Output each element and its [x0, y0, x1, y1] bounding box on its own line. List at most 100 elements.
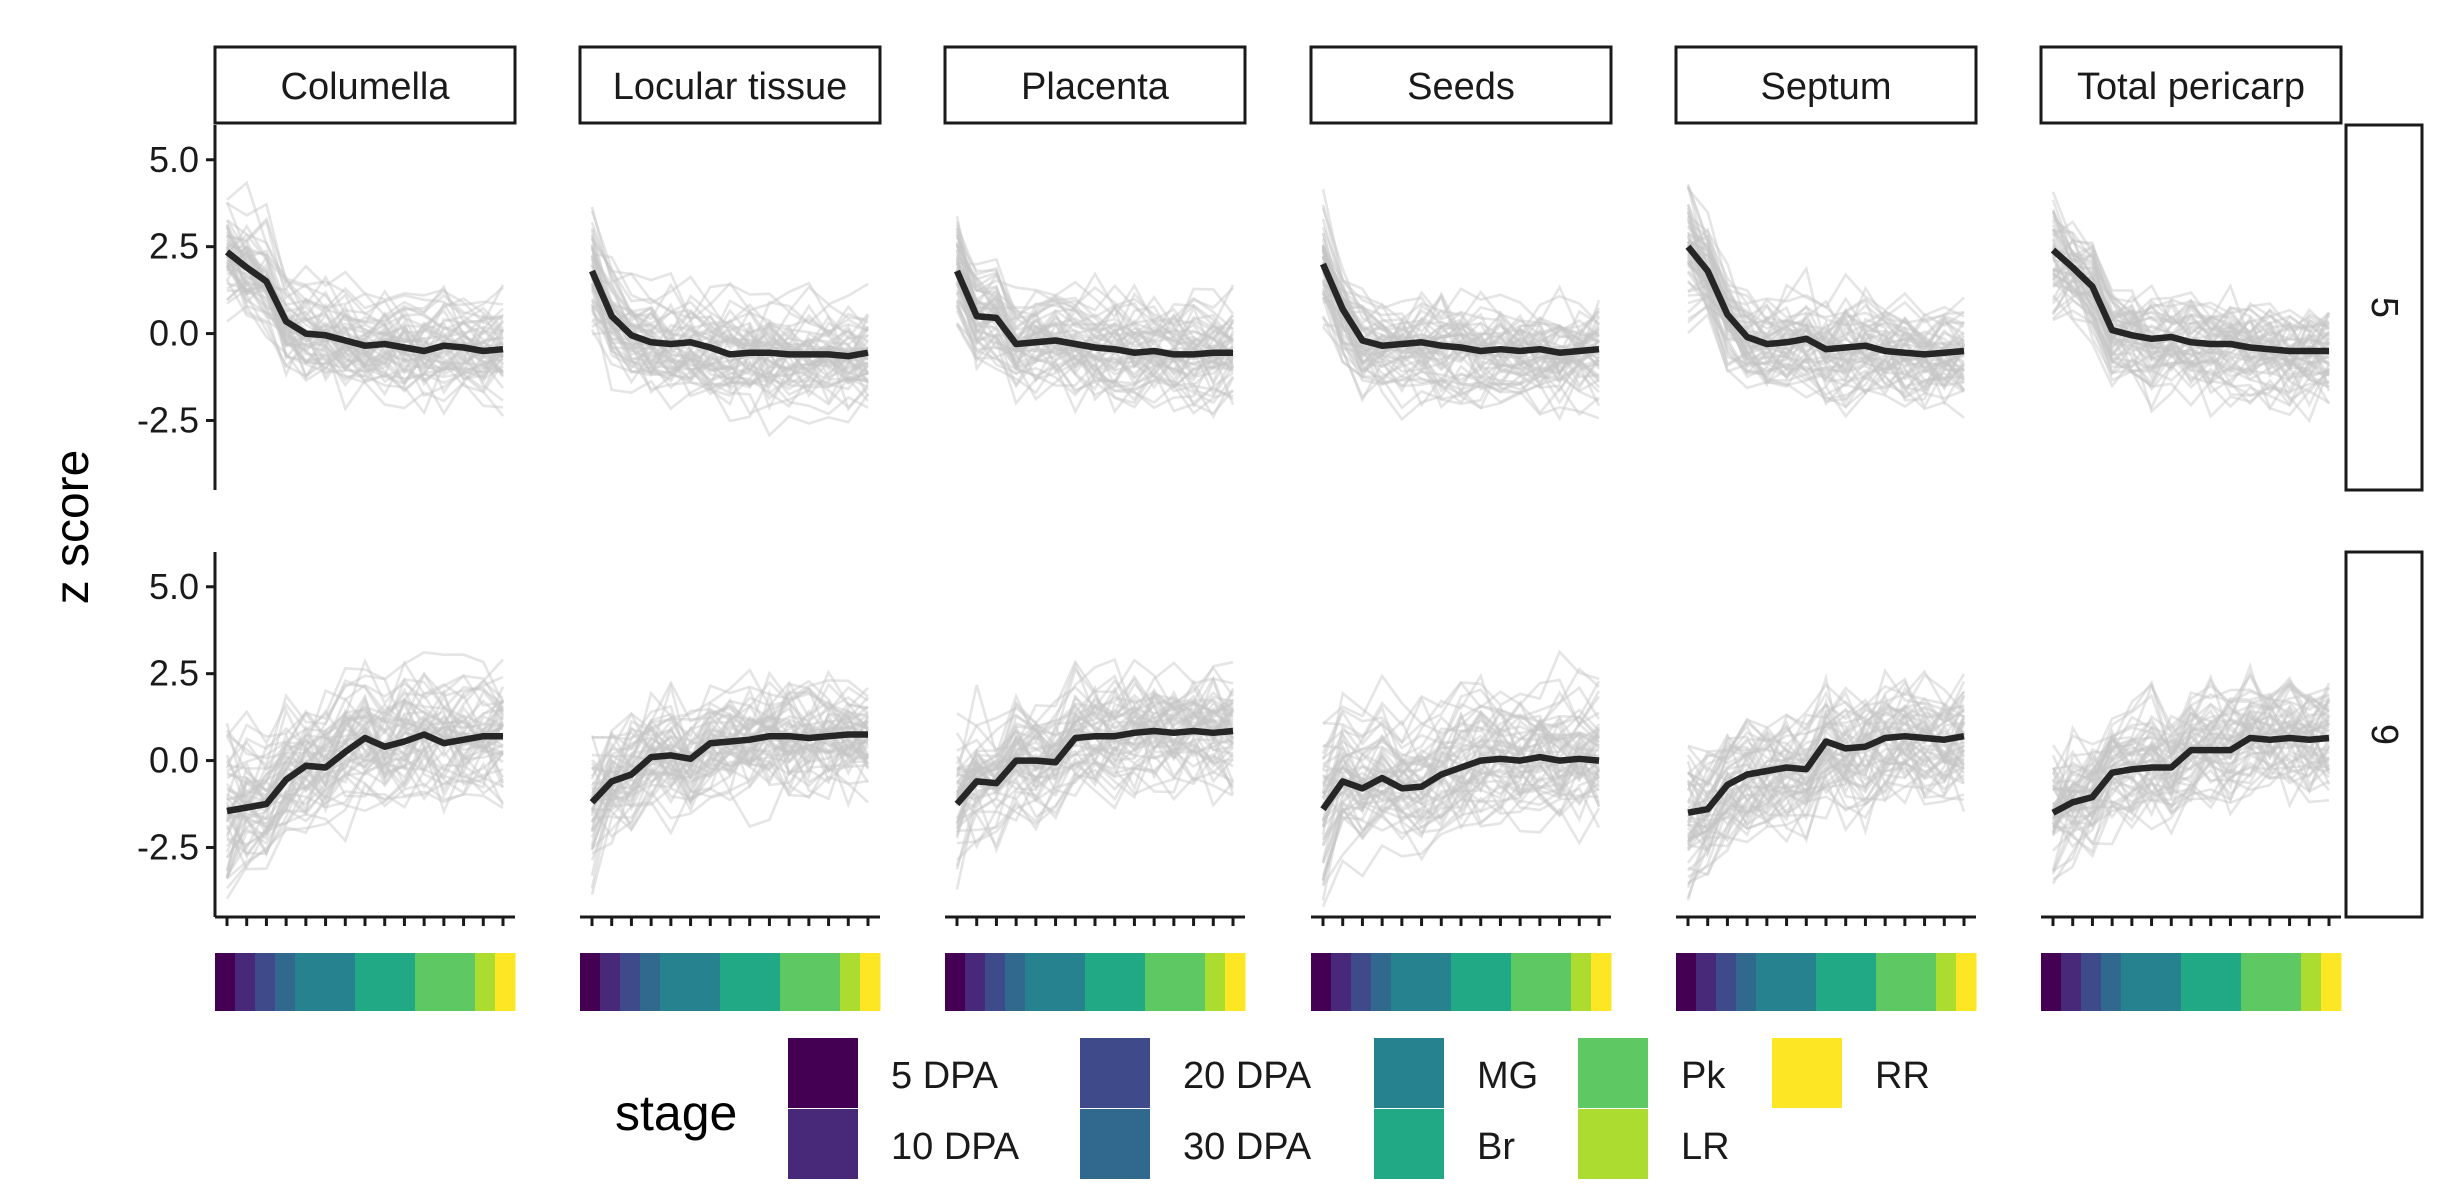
gene-trace [2052, 710, 2331, 830]
gene-trace [955, 215, 1234, 349]
gene-trace [591, 311, 870, 366]
gene-trace [955, 702, 1234, 797]
stage-bar-segment [1511, 953, 1572, 1011]
gene-trace [2052, 673, 2330, 806]
gene-trace [955, 262, 1234, 370]
gene-trace [226, 259, 504, 382]
gene-trace [1687, 281, 1965, 372]
gene-trace [225, 724, 505, 857]
stage-bar-segment [2321, 953, 2342, 1011]
gene-trace [591, 737, 869, 832]
gene-trace [591, 681, 869, 771]
gene-trace [1687, 726, 1965, 852]
gene-trace [590, 759, 869, 861]
gene-trace [226, 685, 504, 772]
mean-line-columella-cluster-5 [224, 249, 504, 355]
gene-trace [226, 675, 504, 801]
gene-trace [1321, 749, 1600, 846]
gene-trace [1686, 252, 1966, 400]
gene-trace [955, 725, 1235, 867]
gene-trace [955, 244, 1235, 337]
gene-trace [1321, 744, 1600, 823]
gene-trace [1686, 256, 1965, 407]
gene-trace [1686, 210, 1965, 375]
gene-trace [591, 285, 870, 385]
stage-bar-segment [215, 953, 236, 1011]
gene-trace [1321, 255, 1600, 353]
gene-trace [1321, 290, 1600, 389]
gene-trace [591, 704, 870, 823]
gene-trace [226, 699, 504, 808]
gene-trace [590, 275, 869, 409]
gene-trace [1321, 287, 1600, 391]
gene-trace [591, 722, 869, 786]
gene-trace [1687, 721, 1966, 884]
gene-trace [956, 702, 1235, 782]
stage-bar-segment [475, 953, 496, 1011]
gene-trace [1687, 239, 1966, 357]
gene-trace [1322, 711, 1601, 790]
gene-trace [1686, 207, 1965, 377]
legend-swatch [1578, 1038, 1648, 1108]
gene-trace [591, 708, 869, 800]
stage-bar-segment [2041, 953, 2062, 1011]
stage-bar-segment [1025, 953, 1086, 1011]
gene-trace [2051, 227, 2330, 355]
gene-trace [226, 256, 505, 385]
gene-trace [226, 718, 504, 809]
gene-trace [226, 695, 504, 772]
gene-trace [955, 658, 1234, 778]
gene-trace [590, 728, 869, 802]
gene-trace [226, 233, 504, 344]
gene-trace [590, 262, 868, 355]
gene-trace [226, 672, 505, 760]
gene-trace [2052, 709, 2330, 822]
gene-trace [955, 301, 1234, 394]
gene-trace [2052, 272, 2330, 417]
gene-trace [1687, 682, 1965, 785]
gene-trace [225, 265, 504, 375]
gene-trace [2052, 699, 2330, 811]
gene-trace [2052, 283, 2330, 394]
gene-trace [1686, 738, 1965, 889]
mean-line-locular-tissue-cluster-5 [589, 269, 869, 360]
gene-trace [1321, 731, 1600, 862]
gene-trace [591, 305, 869, 389]
gene-trace [226, 728, 504, 821]
gene-trace [955, 288, 1234, 390]
gene-trace [955, 234, 1234, 350]
stage-bar-segment [1205, 953, 1226, 1011]
gene-trace [225, 731, 504, 851]
gene-trace [1687, 667, 1966, 776]
stage-bar-segment [860, 953, 881, 1011]
gene-trace [1687, 757, 1965, 872]
gene-trace [225, 761, 505, 900]
gene-trace [1321, 291, 1600, 422]
gene-trace [226, 241, 505, 381]
gene-trace [955, 221, 1235, 337]
gene-trace [955, 260, 1234, 369]
gene-trace [226, 282, 504, 375]
gene-trace [955, 300, 1235, 387]
stage-bar-segment [1676, 953, 1697, 1011]
gene-trace [590, 236, 869, 340]
gene-trace [955, 753, 1234, 850]
gene-trace [955, 694, 1235, 824]
gene-trace [955, 263, 1234, 369]
facet-strip-label: 9 [2363, 724, 2405, 745]
gene-trace [2051, 242, 2331, 382]
gene-trace [1687, 234, 1965, 358]
gene-trace [955, 234, 1234, 373]
gene-trace [225, 714, 504, 837]
axes-layer: 5.0 2.5 0.0 -2.5 5.0 2.5 0.0 -2.5 [137, 125, 2341, 926]
gene-trace [590, 703, 869, 814]
gene-trace [1321, 265, 1600, 385]
gene-trace [1687, 701, 1966, 831]
gene-trace [2052, 280, 2330, 377]
gene-trace [956, 744, 1234, 854]
gene-trace [2052, 753, 2330, 846]
gene-trace [955, 306, 1234, 415]
gene-trace [2051, 734, 2330, 854]
gene-trace [226, 218, 504, 334]
gene-trace [1322, 769, 1600, 835]
